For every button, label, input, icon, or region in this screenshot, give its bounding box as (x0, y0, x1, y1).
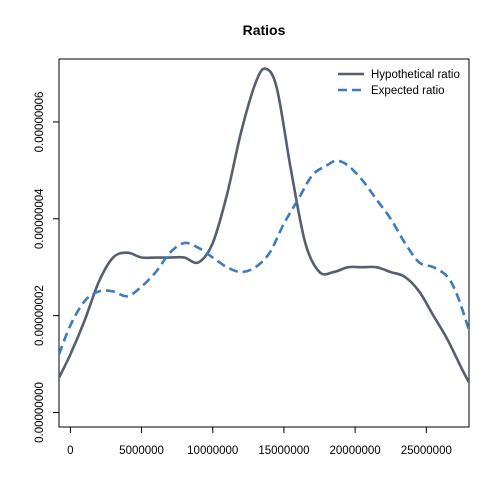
chart-title: Ratios (243, 22, 286, 38)
x-tick-label: 25000000 (401, 445, 452, 457)
legend-label: Hypothetical ratio (371, 69, 460, 81)
series-line-expected-ratio (59, 161, 469, 355)
y-axis: 0.00000000 0.00000002 0.00000004 0.00000006 (34, 92, 59, 443)
series-line-hypothetical-ratio (59, 69, 469, 383)
x-tick-label: 10000000 (187, 445, 238, 457)
y-tick-label: 0.00000004 (34, 188, 46, 249)
x-tick-label: 20000000 (330, 445, 381, 457)
x-axis: 0 5000000 10000000 15000000 20000000 25000000 (67, 427, 452, 457)
legend: Hypothetical ratio Expected ratio (338, 69, 460, 97)
y-tick-label: 0.00000002 (34, 285, 46, 346)
y-tick-label: 0.00000006 (34, 92, 46, 153)
x-tick-label: 15000000 (258, 445, 309, 457)
y-tick-label: 0.00000000 (34, 382, 46, 443)
plot-area-frame (59, 59, 469, 427)
x-tick-label: 0 (67, 445, 73, 457)
series-layer (59, 69, 469, 383)
x-tick-label: 5000000 (119, 445, 164, 457)
legend-label: Expected ratio (371, 85, 445, 97)
